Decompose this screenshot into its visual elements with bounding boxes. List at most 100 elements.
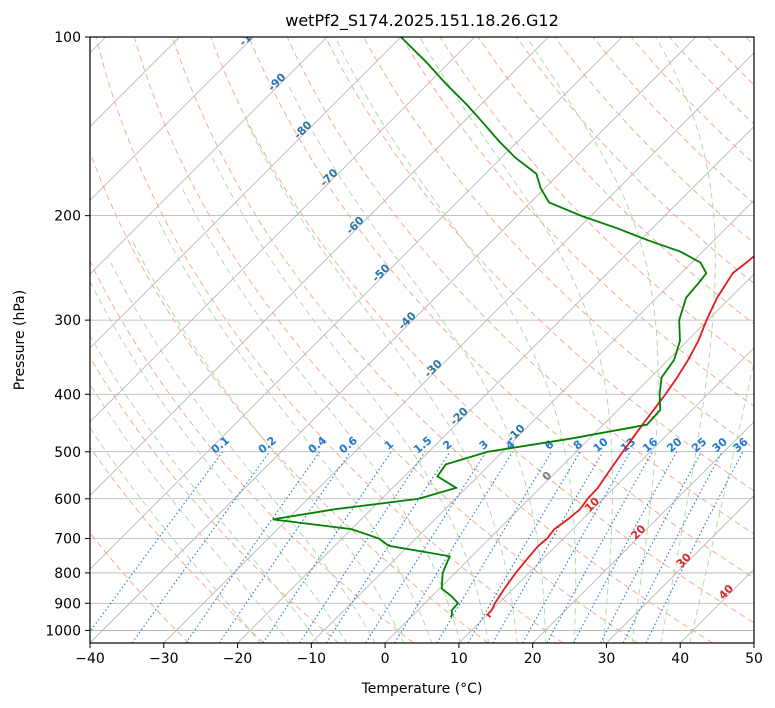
mixing-ratio-line	[262, 451, 392, 643]
temperature-profile-line	[486, 255, 754, 618]
mixing-ratio-line	[394, 451, 514, 643]
mixing-ratio-line	[522, 451, 631, 643]
mixing-ratio-line	[90, 451, 224, 633]
x-tick-label: 10	[450, 651, 468, 667]
mixing-ratio-line	[365, 451, 487, 643]
moist-adiabat-line	[131, 239, 405, 643]
isotherm-label: 40	[716, 582, 736, 602]
x-tick-label: 20	[524, 651, 542, 667]
y-tick-label: 300	[54, 313, 81, 329]
isotherm-label: -70	[317, 166, 340, 189]
moist-adiabat-line	[334, 37, 577, 643]
mixing-ratio-label: 0.6	[337, 434, 361, 457]
isotherm-label: -60	[343, 214, 366, 237]
x-tick-label: 50	[745, 651, 763, 667]
isotherm-line	[90, 37, 402, 349]
moist-adiabat-line	[155, 215, 433, 643]
x-tick-label: 40	[671, 651, 689, 667]
y-tick-label: 700	[54, 532, 81, 548]
y-tick-label: 400	[54, 387, 81, 403]
isotherm-label: -100	[237, 20, 266, 49]
mixing-ratio-line	[645, 451, 744, 643]
isotherm-label: -20	[448, 405, 471, 428]
x-tick-label: −10	[297, 651, 327, 667]
moist-adiabat-line	[419, 37, 613, 643]
isotherm-line	[679, 568, 754, 643]
x-tick-label: −30	[149, 651, 179, 667]
isotherm-label: -90	[265, 70, 288, 93]
mixing-ratio-label: 3	[477, 438, 491, 453]
dry-adiabat-line	[516, 37, 754, 284]
isotherm-line	[458, 347, 754, 643]
moist-adiabat-line	[90, 426, 262, 643]
isotherm-line	[532, 421, 754, 643]
y-tick-label: 600	[54, 492, 81, 508]
isotherm-label: 30	[674, 550, 694, 570]
mixing-ratio-line	[131, 451, 271, 643]
isotherm-line	[753, 642, 754, 643]
mixing-ratio-line	[600, 451, 702, 643]
dry-adiabat-line	[133, 37, 639, 643]
moist-adiabat-line	[212, 157, 490, 643]
dry-adiabat-line	[707, 37, 754, 86]
moist-adiabat-line	[247, 123, 518, 643]
plot-area: 0.1 0.2 0.4 0.6 1 1.5 2 3 4 6 8 10 13 16 20 25 30 36-100-…	[90, 20, 754, 643]
y-tick-label: 800	[54, 566, 81, 582]
mixing-ratio-label: 6	[542, 437, 556, 452]
moist-adiabat-line	[655, 37, 716, 643]
isotherm-label: 10	[582, 494, 602, 514]
mixing-ratio-line	[546, 451, 653, 643]
y-tick-label: 900	[54, 596, 81, 612]
dry-adiabat-line	[325, 37, 754, 492]
isotherm-line	[90, 37, 328, 275]
mixing-ratio-line	[218, 451, 351, 643]
moist-adiabat-line	[287, 83, 547, 643]
dry-adiabat-line	[172, 37, 713, 643]
isotherm-label: -30	[422, 357, 445, 380]
isotherm-line	[90, 37, 697, 643]
dry-adiabat-line	[90, 356, 339, 643]
x-tick-label: 30	[598, 651, 616, 667]
moist-adiabat-line	[107, 257, 376, 643]
mixing-ratio-line	[185, 451, 321, 643]
dry-adiabat-line	[210, 37, 754, 624]
dry-adiabat-line	[477, 37, 754, 325]
mixing-ratio-label: 0.1	[209, 434, 232, 456]
isotherm-line	[237, 125, 754, 643]
chart-title: wetPf2_S174.2025.151.18.26.G12	[285, 11, 559, 31]
isotherm-line	[90, 37, 254, 201]
mixing-ratio-label: 2	[440, 438, 454, 453]
y-axis-label: Pressure (hPa)	[12, 290, 28, 390]
dry-adiabat-line	[745, 37, 754, 47]
moist-adiabat-line	[689, 359, 754, 643]
y-tick-label: 200	[54, 209, 81, 225]
mixing-ratio-line	[325, 451, 451, 643]
moist-adiabat-line	[90, 383, 290, 643]
dry-adiabat-line	[248, 37, 754, 579]
moist-adiabat-line	[526, 37, 659, 643]
isotherm-line	[90, 37, 549, 497]
isotherm-line	[90, 37, 475, 423]
isotherm-line	[311, 199, 754, 643]
mixing-ratio-label: 8	[571, 438, 585, 453]
y-tick-label: 500	[54, 445, 81, 461]
moist-adiabat-line	[181, 188, 461, 643]
plot-frame	[89, 36, 755, 644]
dry-adiabat-line	[90, 260, 414, 643]
x-tick-label: 0	[381, 651, 390, 667]
moist-adiabat-line	[90, 280, 348, 643]
dry-adiabat-line	[286, 37, 754, 535]
x-axis: −40 −30 −20 −10 0 10 20 30 40 50	[75, 643, 763, 667]
mixing-ratio-label: 1.5	[411, 434, 434, 456]
isotherm-label: -40	[396, 309, 419, 332]
isotherm-line	[90, 37, 623, 570]
dewpoint-profile-line	[272, 37, 708, 618]
dry-adiabat-line	[90, 446, 265, 643]
isotherm-label: -50	[369, 261, 392, 284]
isotherm-line	[384, 273, 754, 643]
y-tick-label: 100	[54, 30, 81, 46]
dry-adiabat-line	[554, 37, 754, 244]
moist-adiabat-line	[90, 334, 319, 643]
x-axis-label: Temperature (°C)	[361, 681, 483, 697]
